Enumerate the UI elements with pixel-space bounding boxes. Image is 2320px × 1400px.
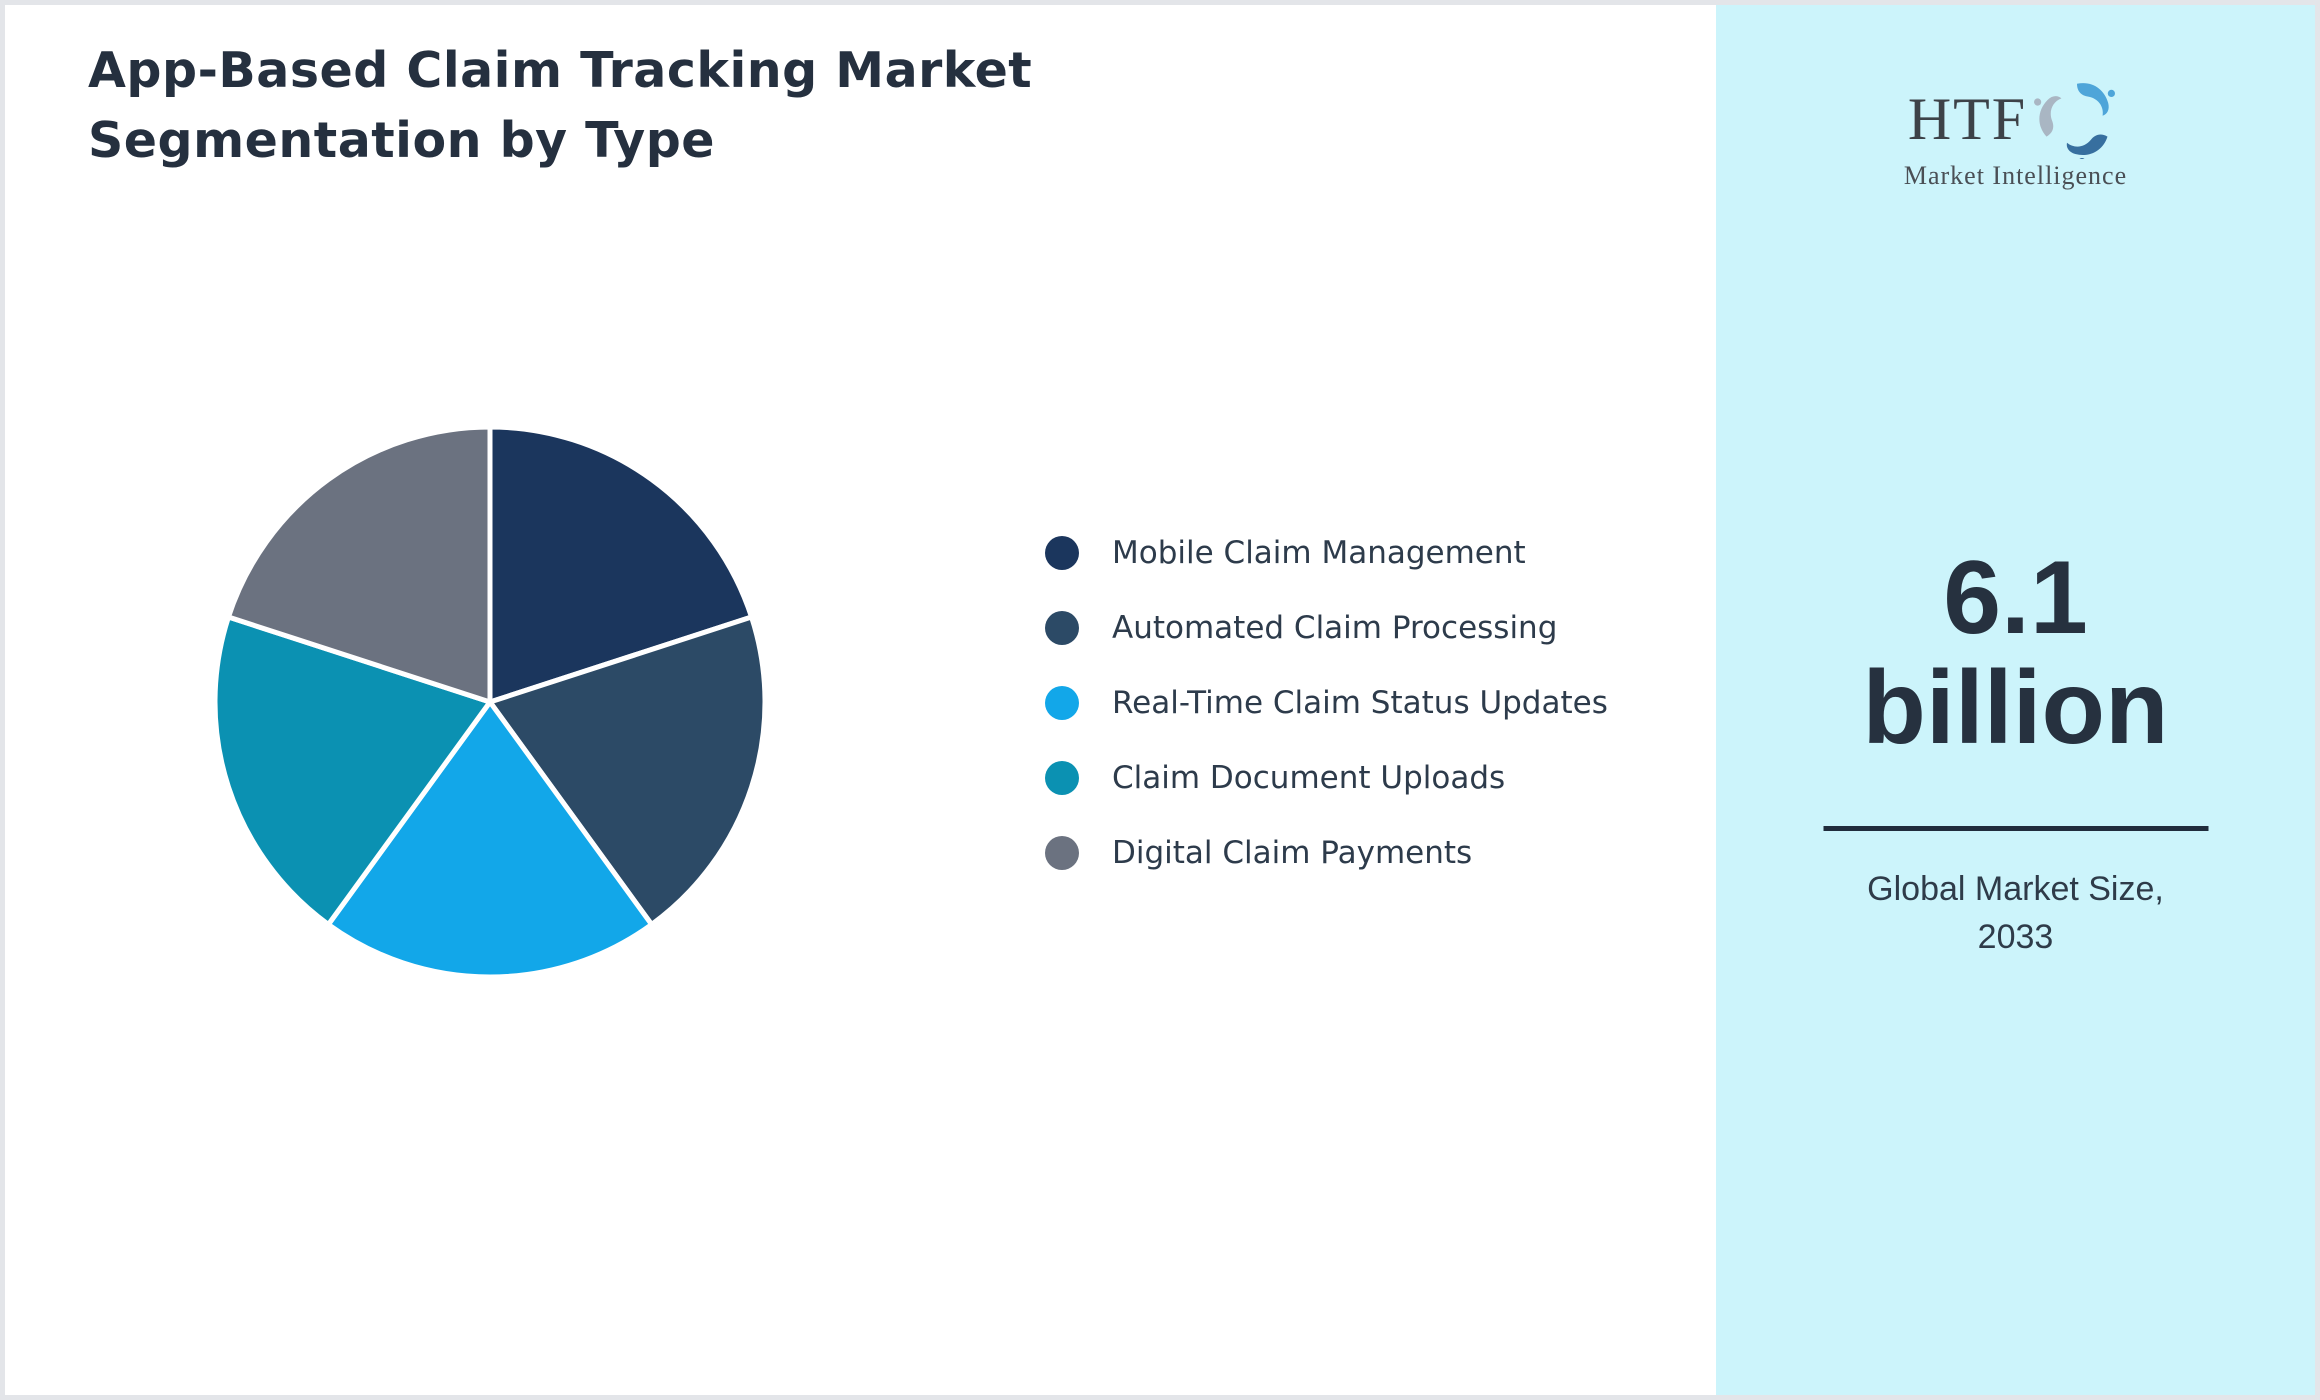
page-title: App-Based Claim Tracking Market Segmenta…	[88, 36, 1032, 175]
page-title-line1: App-Based Claim Tracking Market	[88, 42, 1033, 99]
legend-item: Claim Document Uploads	[1045, 740, 1608, 815]
pie-slice-3	[212, 614, 493, 927]
divider-line	[1823, 826, 2208, 831]
legend-label: Mobile Claim Management	[1112, 534, 1526, 571]
htf-logo-subtext: Market Intelligence	[1903, 161, 2128, 190]
market-size-panel: HTF Market Intelligence	[1716, 5, 2315, 1395]
legend-label: Automated Claim Processing	[1112, 609, 1558, 646]
market-size-value-unit: billion	[1862, 650, 2169, 767]
legend-item: Mobile Claim Management	[1045, 515, 1608, 590]
pie-chart-container	[200, 412, 780, 992]
market-size-value-number: 6.1	[1943, 540, 2088, 656]
legend-item: Digital Claim Payments	[1045, 815, 1608, 890]
page-title-line2: Segmentation by Type	[88, 111, 716, 169]
chart-legend: Mobile Claim Management Automated Claim …	[1045, 515, 1608, 890]
legend-label: Digital Claim Payments	[1112, 834, 1473, 871]
legend-swatch	[1045, 760, 1079, 795]
market-size-caption: Global Market Size, 2033	[1716, 865, 2315, 962]
legend-item: Real-Time Claim Status Updates	[1045, 665, 1608, 740]
legend-swatch	[1045, 610, 1079, 645]
legend-item: Automated Claim Processing	[1045, 590, 1608, 665]
legend-label: Claim Document Uploads	[1112, 759, 1506, 796]
htf-logo-row: HTF	[1908, 79, 2123, 159]
dolphin-swirl-icon	[2034, 83, 2116, 159]
pie-slice-0	[487, 424, 755, 705]
legend-swatch	[1045, 685, 1079, 720]
pie-slice-1	[487, 614, 768, 927]
htf-logo-text: HTF	[1907, 86, 2028, 152]
pie-slice-4	[225, 424, 493, 705]
market-size-caption-line1: Global Market Size,	[1867, 870, 2164, 908]
legend-swatch	[1045, 835, 1079, 870]
legend-swatch	[1045, 535, 1079, 570]
pie-chart	[212, 424, 768, 980]
htf-logo: HTF Market Intelligence	[1716, 79, 2315, 191]
market-size-caption-line2: 2033	[1977, 918, 2054, 957]
legend-label: Real-Time Claim Status Updates	[1112, 684, 1608, 721]
market-size-value: 6.1 billion	[1716, 540, 2315, 767]
pie-slice-2	[325, 699, 655, 980]
